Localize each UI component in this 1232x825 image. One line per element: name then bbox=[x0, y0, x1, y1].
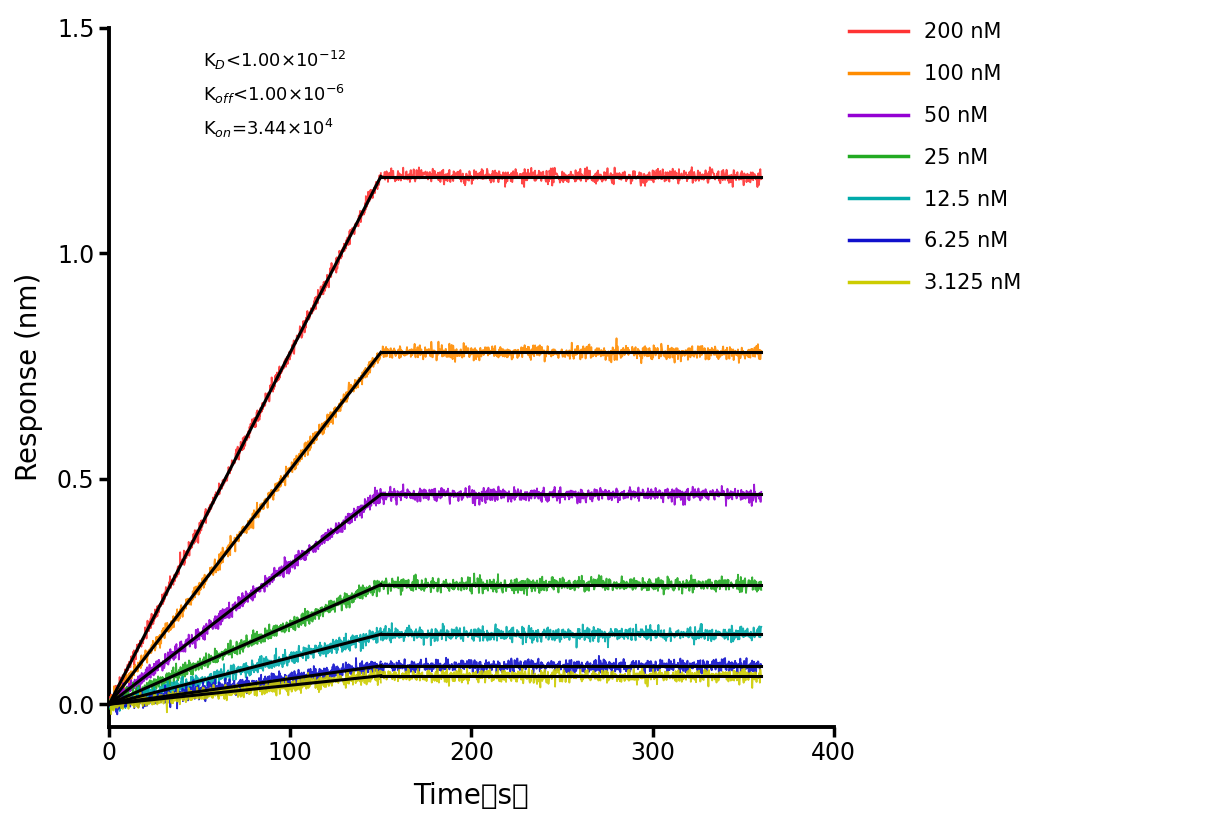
Y-axis label: Response (nm): Response (nm) bbox=[15, 273, 43, 481]
Text: K$_{D}$<1.00×10$^{-12}$
K$_{off}$<1.00×10$^{-6}$
K$_{on}$=3.44×10$^{4}$: K$_{D}$<1.00×10$^{-12}$ K$_{off}$<1.00×1… bbox=[203, 49, 346, 139]
Legend: 200 nM, 100 nM, 50 nM, 25 nM, 12.5 nM, 6.25 nM, 3.125 nM: 200 nM, 100 nM, 50 nM, 25 nM, 12.5 nM, 6… bbox=[841, 14, 1030, 302]
X-axis label: Time（s）: Time（s） bbox=[414, 782, 530, 810]
